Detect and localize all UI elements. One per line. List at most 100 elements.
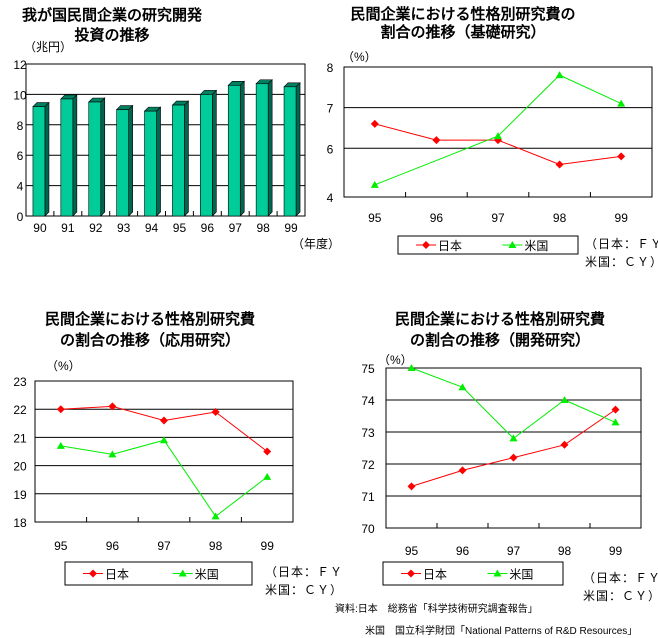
bar — [255, 83, 269, 217]
legend-label: 米国 — [524, 239, 548, 253]
y-tick-label: 6 — [17, 149, 24, 163]
y-tick-label: 21 — [13, 431, 27, 445]
bar — [227, 84, 241, 217]
x-axis-unit: （年度） — [292, 236, 340, 251]
legend-box — [64, 561, 253, 586]
y-tick-label: 19 — [13, 488, 27, 502]
legend-label: 米国 — [195, 568, 219, 582]
data-point-japan — [108, 402, 117, 411]
x-tick-label: 95 — [368, 211, 382, 225]
legend: 日本 米国 — [64, 561, 253, 586]
data-point-japan — [211, 408, 220, 417]
y-tick-label: 8 — [17, 119, 24, 133]
bar-side — [44, 101, 50, 217]
x-tick-label: 93 — [117, 221, 131, 235]
chart-title-line: 我が国民間企業の研究開発 — [22, 6, 203, 24]
legend-marker — [422, 241, 430, 249]
data-point-japan — [160, 416, 168, 425]
y-tick-label: 4 — [327, 191, 334, 205]
bar-side — [128, 104, 133, 217]
legend-marker — [508, 241, 517, 248]
x-tick-label: 99 — [615, 211, 629, 225]
x-tick-label: 99 — [261, 539, 275, 553]
bar-side — [100, 97, 106, 217]
year-note: （日本：ＦＹ — [583, 571, 658, 585]
year-note: （日本：ＦＹ — [265, 565, 343, 579]
chart-title-line: の割合の推移（応用研究） — [60, 331, 240, 349]
data-point-us — [370, 180, 379, 188]
legend: 日本 米国 — [382, 561, 564, 586]
x-tick-label: 94 — [145, 221, 159, 235]
data-point-japan — [407, 482, 416, 491]
data-point-us — [611, 418, 620, 426]
year-note: 米国：ＣＹ） — [583, 589, 658, 603]
legend-label: 日本 — [105, 568, 129, 582]
data-point-japan — [432, 136, 441, 145]
chart-title-line: 民間企業における性格別研究費 — [395, 310, 605, 328]
year-note: 米国：ＣＹ） — [265, 583, 343, 597]
y-axis-unit: （%） — [378, 353, 413, 367]
y-axis-unit: （兆円） — [24, 40, 72, 54]
chart-title-line: 投資の推移 — [74, 26, 149, 44]
bar-side — [156, 106, 161, 217]
legend-marker — [493, 569, 502, 577]
x-tick-label: 98 — [558, 544, 572, 558]
chart-title-line: 民間企業における性格別研究費 — [45, 310, 255, 328]
data-point-japan — [555, 160, 564, 169]
data-point-japan — [611, 405, 620, 414]
data-point-japan — [509, 453, 518, 462]
y-tick-label: 74 — [361, 394, 375, 408]
y-tick-label: 0 — [17, 210, 24, 224]
bar — [172, 104, 185, 217]
year-note: 米国：ＣＹ） — [585, 255, 658, 269]
legend-label: 日本 — [438, 239, 462, 253]
data-point-japan — [263, 447, 272, 456]
x-tick-label: 95 — [54, 539, 68, 553]
x-tick-label: 96 — [430, 211, 444, 225]
chart-title-line: 割合の推移（基礎研究） — [380, 23, 545, 41]
x-tick-label: 99 — [609, 544, 623, 558]
x-tick-label: 95 — [173, 221, 187, 235]
legend-marker — [178, 569, 187, 577]
bar — [283, 86, 297, 217]
bar-side — [184, 100, 189, 217]
bar-side — [212, 89, 217, 217]
bar — [60, 98, 74, 217]
y-tick-label: 10 — [13, 88, 27, 102]
bar-side — [267, 79, 273, 217]
legend-marker — [407, 569, 415, 578]
legend-label: 米国 — [509, 568, 533, 582]
y-tick-label: 4 — [17, 180, 24, 194]
chart-title-line: 民間企業における性格別研究費の — [350, 5, 575, 23]
bar-side — [295, 82, 301, 217]
x-tick-label: 92 — [89, 221, 103, 235]
data-point-us — [407, 364, 416, 371]
data-point-us — [458, 383, 467, 391]
data-point-us — [494, 132, 502, 140]
y-axis-unit: （%） — [46, 359, 81, 373]
x-tick-label: 99 — [284, 221, 298, 235]
x-tick-label: 96 — [456, 544, 470, 558]
series-line-us — [374, 74, 622, 186]
x-tick-label: 96 — [201, 221, 215, 235]
bar-side — [72, 94, 78, 217]
y-tick-label: 72 — [361, 458, 375, 472]
data-point-japan — [617, 152, 626, 161]
y-tick-label: 6 — [327, 142, 334, 156]
year-note: （日本：ＦＹ — [585, 237, 658, 251]
legend-marker — [89, 569, 97, 578]
source-us: 米国 国立科学財団「National Patterns of R&D Resou… — [365, 624, 637, 637]
x-tick-label: 96 — [106, 539, 120, 553]
plot-area — [343, 66, 653, 198]
bar — [116, 109, 129, 217]
data-point-us — [211, 512, 220, 520]
y-tick-label: 23 — [13, 375, 27, 389]
legend: 日本 米国 — [397, 235, 579, 255]
legend-label: 日本 — [423, 568, 447, 582]
y-tick-label: 8 — [327, 61, 334, 75]
data-point-japan — [56, 405, 65, 414]
